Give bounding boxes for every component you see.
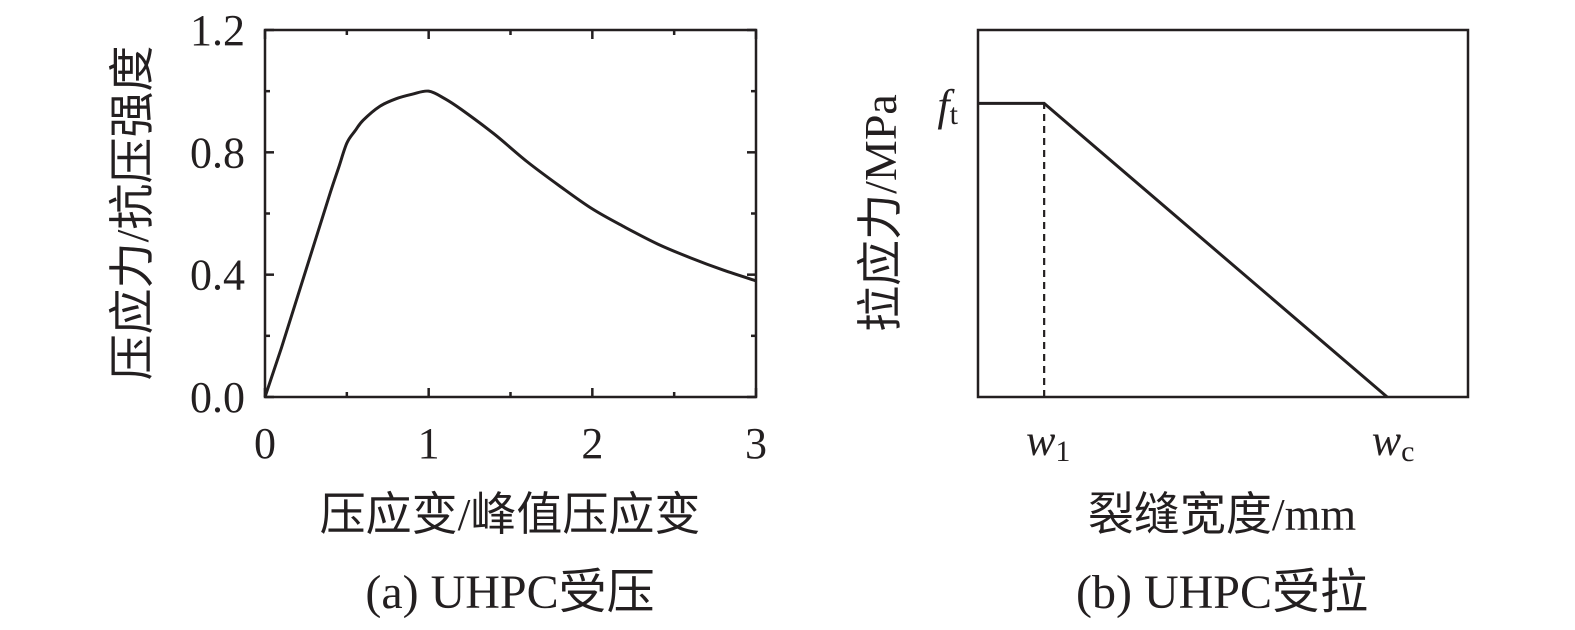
tension-chart: ft w1 wc 裂缝宽度/mm 拉应力/MPa (b) UHPC受拉 — [855, 28, 1470, 619]
caption-b: (b) UHPC受拉 — [1076, 566, 1368, 619]
x-tick-wc: wc — [1372, 416, 1415, 468]
y-tick-label: 0.0 — [190, 373, 245, 422]
plot-frame-a — [263, 28, 758, 399]
x-tick-label: 0 — [254, 419, 276, 468]
tick-labels-a: 0 1 2 3 0.0 0.4 0.8 1.2 — [190, 6, 767, 468]
y-tick-label: 0.8 — [190, 128, 245, 177]
x-tick-w1: w1 — [1026, 416, 1070, 468]
x-axis-title-b: 裂缝宽度/mm — [1088, 489, 1357, 540]
y-axis-title-b: 拉应力/MPa — [855, 94, 906, 332]
x-axis-title-a: 压应变/峰值压应变 — [320, 489, 701, 540]
x-tick-label: 1 — [418, 419, 440, 468]
y-tick-label: 0.4 — [190, 251, 245, 300]
x-tick-label: 2 — [581, 419, 603, 468]
x-tick-label: 3 — [745, 419, 767, 468]
caption-a: (a) UHPC受压 — [365, 566, 654, 619]
tension-softening-curve — [978, 101, 1389, 399]
ticks-a — [263, 28, 758, 399]
compression-curve — [263, 89, 757, 398]
y-tick-label: 1.2 — [190, 6, 245, 55]
plot-frame-b — [976, 28, 1470, 399]
y-axis-title-a: 压应力/抗压强度 — [107, 46, 158, 381]
y-tick-ft: ft — [937, 81, 958, 131]
compression-chart: 0 1 2 3 0.0 0.4 0.8 1.2 压应变/峰值压应变 压应力/抗压强度 (a) … — [107, 6, 767, 619]
